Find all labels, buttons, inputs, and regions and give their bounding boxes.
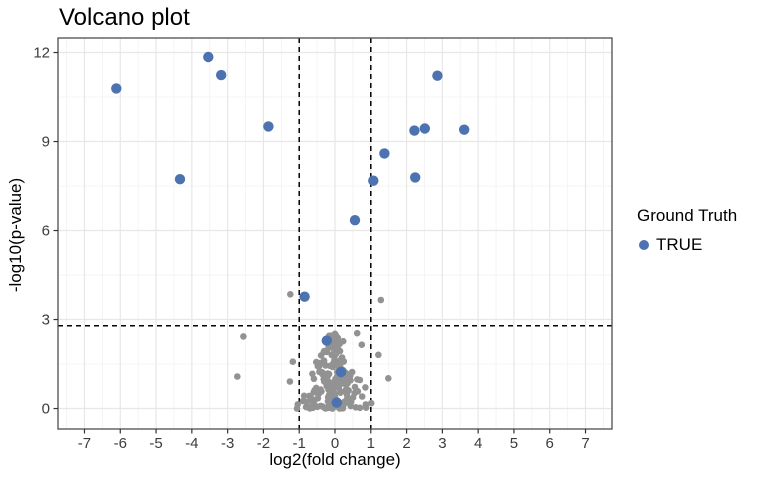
data-point-true [321,335,332,346]
data-point-background [313,358,320,366]
data-point-background [286,378,294,385]
data-point-background [354,376,361,383]
data-point-background [287,291,294,298]
y-tick-label: 0 [42,401,50,418]
y-axis-title: -log10(p-value) [6,177,25,293]
x-tick-label: 3 [438,435,446,452]
data-point-background [340,358,348,365]
data-point-background [362,384,369,391]
data-point-true [111,83,122,94]
plot-title: Volcano plot [59,4,190,31]
data-point-background [337,389,344,397]
x-tick-label: -6 [114,435,127,452]
data-point-background [240,333,247,340]
data-point-background [310,375,318,383]
data-point-background [330,384,337,391]
data-point-background [324,372,332,380]
data-point-background [353,329,361,337]
data-point-background [322,362,329,369]
data-point-true [459,124,470,135]
data-point-background [306,403,314,411]
data-point-true [331,397,342,408]
x-tick-label: -4 [185,435,198,452]
data-point-true [409,125,420,136]
x-tick-label: 1 [367,435,375,452]
data-point-background [375,351,382,359]
data-point-background [314,403,321,411]
y-tick-label: 6 [42,223,50,240]
data-point-background [367,399,375,407]
x-tick-label: 5 [510,435,518,452]
data-point-background [351,383,359,391]
x-tick-label: -7 [78,435,91,452]
data-point-background [339,337,347,345]
legend: Ground Truth TRUE [637,206,737,255]
data-point-background [346,372,354,380]
legend-item-true: TRUE [639,235,737,255]
x-tick-label: -1 [293,435,306,452]
data-point-background [234,373,241,380]
x-tick-label: 6 [546,435,554,452]
data-point-true [174,174,186,185]
data-point-true [349,215,361,226]
x-axis-title: log2(fold change) [269,450,401,469]
data-point-true [299,291,310,302]
data-point-true [203,51,214,63]
data-point-true [368,175,379,186]
x-tick-label: 2 [402,435,410,452]
data-point-true [335,366,347,378]
data-point-true [410,172,421,183]
x-tick-label: 0 [331,435,339,452]
data-point-background [377,296,385,304]
data-point-background [356,404,364,412]
data-point-background [358,393,366,400]
data-point-true [432,70,443,81]
data-point-background [335,378,343,385]
legend-title: Ground Truth [637,206,738,225]
data-point-background [322,405,330,412]
legend-key-dot-icon [639,240,649,250]
data-point-true [419,123,430,134]
data-point-background [294,401,302,408]
data-point-background [362,404,370,412]
y-tick-label: 9 [42,134,50,151]
x-tick-label: -3 [221,435,234,452]
x-tick-label: 4 [474,435,482,452]
data-point-background [299,397,307,405]
data-point-background [333,344,340,351]
data-point-background [347,398,355,406]
y-tick-label: 3 [42,312,50,329]
legend-item-label: TRUE [656,235,703,254]
data-point-background [309,370,316,378]
data-point-true [216,69,227,81]
data-point-background [310,397,318,405]
data-point-background [351,389,359,397]
y-tick-label: 12 [33,45,50,62]
data-point-background [385,375,392,382]
data-point-background [289,358,297,366]
data-point-background [358,341,366,349]
data-point-true [263,121,274,132]
x-tick-label: 7 [581,435,589,452]
data-point-background [318,368,325,376]
data-point-background [312,389,320,396]
data-point-background [300,392,308,400]
data-point-background [323,348,331,356]
data-point-background [325,386,332,393]
data-point-background [325,391,333,399]
data-point-true [379,148,390,159]
x-tick-label: -2 [257,435,270,452]
x-tick-label: -5 [149,435,162,452]
data-point-background [328,351,336,359]
